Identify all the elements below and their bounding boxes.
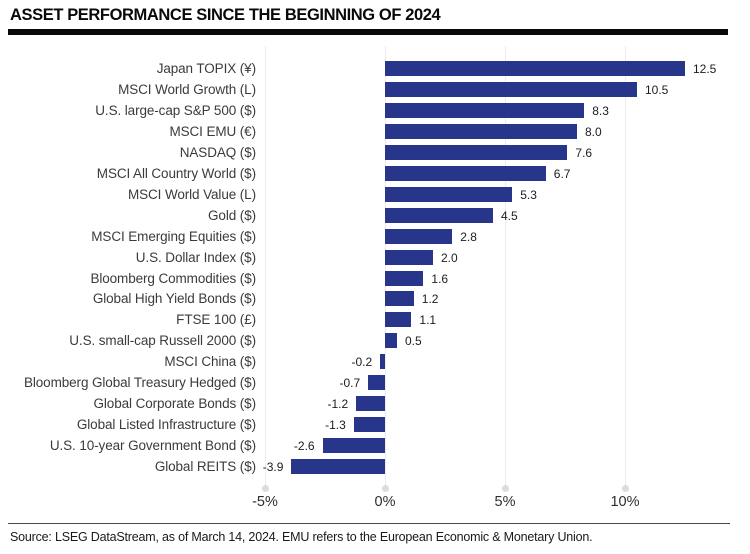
bar <box>368 375 385 390</box>
gridline <box>504 46 506 488</box>
bar <box>385 333 397 348</box>
value-label: 0.5 <box>405 334 422 348</box>
value-label: 10.5 <box>645 83 669 97</box>
bar <box>385 124 577 139</box>
x-axis-tick-label: 5% <box>494 494 516 510</box>
bar <box>385 61 685 76</box>
bar <box>385 145 568 160</box>
bar <box>385 208 493 223</box>
category-label: Global Listed Infrastructure ($) <box>76 417 256 432</box>
value-label: -0.2 <box>351 355 373 369</box>
bar <box>322 438 385 453</box>
bar-chart: -5% 0% 5% 10% Japan TOPIX (¥) 12.5 MSCI World … <box>23 46 717 510</box>
category-label: Bloomberg Global Treasury Hedged ($) <box>23 375 256 390</box>
category-label: Global High Yield Bonds ($) <box>92 291 256 306</box>
bar <box>353 417 385 432</box>
bar <box>385 166 546 181</box>
bar <box>356 396 385 411</box>
bar <box>380 354 385 369</box>
title-rule <box>8 29 728 35</box>
value-label: 7.6 <box>575 146 593 160</box>
value-label: 2.8 <box>460 230 477 244</box>
bar <box>385 82 637 97</box>
category-label: U.S. Dollar Index ($) <box>135 250 256 265</box>
bar <box>385 229 453 244</box>
category-label: NASDAQ ($) <box>179 145 256 160</box>
gridline-end-dot <box>261 484 269 492</box>
category-label: Bloomberg Commodities ($) <box>90 271 256 286</box>
value-label: 12.5 <box>693 62 717 76</box>
gridline-end-dot <box>381 484 389 492</box>
x-axis-tick-label: 10% <box>610 494 640 510</box>
category-label: Gold ($) <box>208 208 256 223</box>
value-label: -1.3 <box>325 418 346 432</box>
value-label: 1.1 <box>419 313 437 327</box>
value-label: 2.0 <box>441 251 458 265</box>
bar <box>385 291 414 306</box>
value-label: 4.5 <box>501 209 518 223</box>
footer-rule <box>8 523 730 524</box>
bar <box>385 271 424 286</box>
page-title: ASSET PERFORMANCE SINCE THE BEGINNING OF… <box>10 6 441 24</box>
value-label: 5.3 <box>520 188 537 202</box>
gridline <box>624 46 626 488</box>
value-label: -2.6 <box>293 439 315 453</box>
category-label: MSCI EMU (€) <box>169 124 256 139</box>
bar <box>385 250 433 265</box>
bar <box>385 312 412 327</box>
value-label: -3.9 <box>262 460 284 474</box>
gridline-end-dot <box>501 484 509 492</box>
category-label: MSCI China ($) <box>164 354 256 369</box>
value-label: 8.3 <box>592 104 609 118</box>
x-axis-tick-label: -5% <box>252 494 278 510</box>
value-label: 1.6 <box>431 272 449 286</box>
category-label: MSCI Emerging Equities ($) <box>91 229 256 244</box>
category-label: MSCI All Country World ($) <box>96 166 256 181</box>
x-axis-tick-label: 0% <box>374 494 396 510</box>
category-label: MSCI World Growth (L) <box>118 82 256 97</box>
category-label: U.S. 10-year Government Bond ($) <box>49 438 256 453</box>
category-label: FTSE 100 (£) <box>176 312 256 327</box>
category-label: U.S. small-cap Russell 2000 ($) <box>69 333 256 348</box>
bar <box>385 187 513 202</box>
value-label: -1.2 <box>327 397 349 411</box>
gridline <box>264 46 266 488</box>
gridline-end-dot <box>621 484 629 492</box>
value-label: 8.0 <box>585 125 602 139</box>
value-label: -0.7 <box>339 376 361 390</box>
category-label: U.S. large-cap S&P 500 ($) <box>95 103 256 118</box>
category-label: Global Corporate Bonds ($) <box>93 396 257 411</box>
category-label: Global REITS ($) <box>154 459 256 474</box>
bar <box>385 103 585 118</box>
category-label: MSCI World Value (L) <box>127 187 256 202</box>
category-label: Japan TOPIX (¥) <box>156 61 256 76</box>
source-note: Source: LSEG DataStream, as of March 14,… <box>10 530 593 544</box>
value-label: 1.2 <box>421 292 439 306</box>
gridline <box>384 46 386 488</box>
bar <box>291 459 385 474</box>
value-label: 6.7 <box>553 167 571 181</box>
